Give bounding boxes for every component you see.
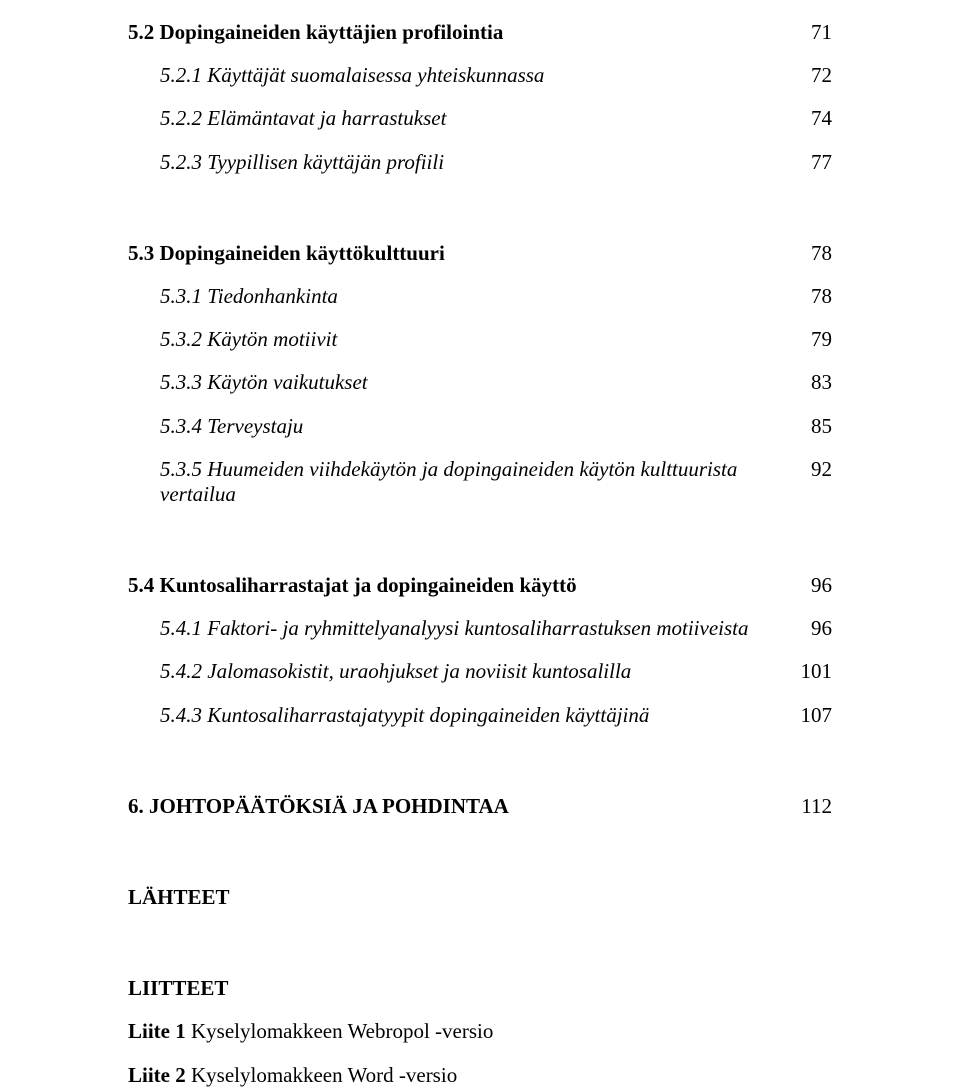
toc-row: 5.3.4 Terveystaju 85	[128, 414, 832, 439]
appendix-rest: Kyselylomakkeen Word -versio	[186, 1063, 457, 1087]
toc-page-5-2-3: 77	[784, 150, 832, 175]
toc-row: 5.4.2 Jalomasokistit, uraohjukset ja nov…	[128, 659, 832, 684]
toc-entry-5-4: 5.4 Kuntosaliharrastajat ja dopingaineid…	[128, 573, 784, 598]
toc-entry-5-2-1: 5.2.1 Käyttäjät suomalaisessa yhteiskunn…	[160, 63, 784, 88]
toc-page-5-4: 96	[784, 573, 832, 598]
toc-row: 6. JOHTOPÄÄTÖKSIÄ JA POHDINTAA 112	[128, 794, 832, 819]
toc-entry-5-2-3: 5.2.3 Tyypillisen käyttäjän profiili	[160, 150, 784, 175]
toc-row: 5.2.1 Käyttäjät suomalaisessa yhteiskunn…	[128, 63, 832, 88]
appendix-item-2: Liite 2 Kyselylomakkeen Word -versio	[128, 1063, 832, 1088]
toc-row: 5.3.3 Käytön vaikutukset 83	[128, 370, 832, 395]
appendix-block: LIITTEET Liite 1 Kyselylomakkeen Webropo…	[128, 976, 832, 1088]
toc-row: 5.4.1 Faktori- ja ryhmittelyanalyysi kun…	[128, 616, 832, 641]
toc-entry-5-2-2: 5.2.2 Elämäntavat ja harrastukset	[160, 106, 784, 131]
toc-page-5-2-2: 74	[784, 106, 832, 131]
toc-page-5-3-1: 78	[784, 284, 832, 309]
toc-entry-5-3-3: 5.3.3 Käytön vaikutukset	[160, 370, 784, 395]
toc-entry-5-3-2: 5.3.2 Käytön motiivit	[160, 327, 784, 352]
toc-row: 5.3.2 Käytön motiivit 79	[128, 327, 832, 352]
heading-lahteet: LÄHTEET	[128, 885, 832, 910]
toc-entry-5-4-3: 5.4.3 Kuntosaliharrastajatyypit dopingai…	[160, 703, 784, 728]
toc-row: 5.4.3 Kuntosaliharrastajatyypit dopingai…	[128, 703, 832, 728]
toc-row: 5.2.3 Tyypillisen käyttäjän profiili 77	[128, 150, 832, 175]
toc-row: 5.3.1 Tiedonhankinta 78	[128, 284, 832, 309]
toc-entry-5-4-2: 5.4.2 Jalomasokistit, uraohjukset ja nov…	[160, 659, 784, 684]
toc-page-5-4-3: 107	[784, 703, 832, 728]
toc-page-5-3: 78	[784, 241, 832, 266]
toc-row: 5.4 Kuntosaliharrastajat ja dopingaineid…	[128, 573, 832, 598]
appendix-item-1: Liite 1 Kyselylomakkeen Webropol -versio	[128, 1019, 832, 1044]
toc-page-6: 112	[784, 794, 832, 819]
toc-entry-5-3-4: 5.3.4 Terveystaju	[160, 414, 784, 439]
toc-page-5-3-3: 83	[784, 370, 832, 395]
toc-page-5-4-1: 96	[784, 616, 832, 641]
toc-page-5-2-1: 72	[784, 63, 832, 88]
toc-row: 5.3 Dopingaineiden käyttökulttuuri 78	[128, 241, 832, 266]
toc-page-5-2: 71	[784, 20, 832, 45]
toc-row: 5.2 Dopingaineiden käyttäjien profiloint…	[128, 20, 832, 45]
toc-page-5-3-4: 85	[784, 414, 832, 439]
appendix-item-1-label: Liite 1 Kyselylomakkeen Webropol -versio	[128, 1019, 493, 1043]
toc-row: 5.2.2 Elämäntavat ja harrastukset 74	[128, 106, 832, 131]
toc-page-5-3-2: 79	[784, 327, 832, 352]
toc-row: 5.3.5 Huumeiden viihdekäytön ja dopingai…	[128, 457, 832, 507]
toc-page-5-4-2: 101	[784, 659, 832, 684]
toc-entry-5-3-1: 5.3.1 Tiedonhankinta	[160, 284, 784, 309]
toc-page-5-3-5: 92	[784, 457, 832, 482]
heading-liitteet: LIITTEET	[128, 976, 832, 1001]
appendix-item-2-label: Liite 2 Kyselylomakkeen Word -versio	[128, 1063, 457, 1087]
appendix-prefix: Liite 2	[128, 1063, 186, 1087]
toc-row: LÄHTEET	[128, 885, 832, 910]
document-page: 5.2 Dopingaineiden käyttäjien profiloint…	[0, 0, 960, 1064]
toc-entry-5-4-1: 5.4.1 Faktori- ja ryhmittelyanalyysi kun…	[160, 616, 784, 641]
toc-entry-5-3: 5.3 Dopingaineiden käyttökulttuuri	[128, 241, 784, 266]
appendix-rest: Kyselylomakkeen Webropol -versio	[186, 1019, 494, 1043]
toc-entry-6: 6. JOHTOPÄÄTÖKSIÄ JA POHDINTAA	[128, 794, 784, 819]
appendix-prefix: Liite 1	[128, 1019, 186, 1043]
toc-entry-5-2: 5.2 Dopingaineiden käyttäjien profiloint…	[128, 20, 784, 45]
toc-entry-5-3-5: 5.3.5 Huumeiden viihdekäytön ja dopingai…	[160, 457, 784, 507]
